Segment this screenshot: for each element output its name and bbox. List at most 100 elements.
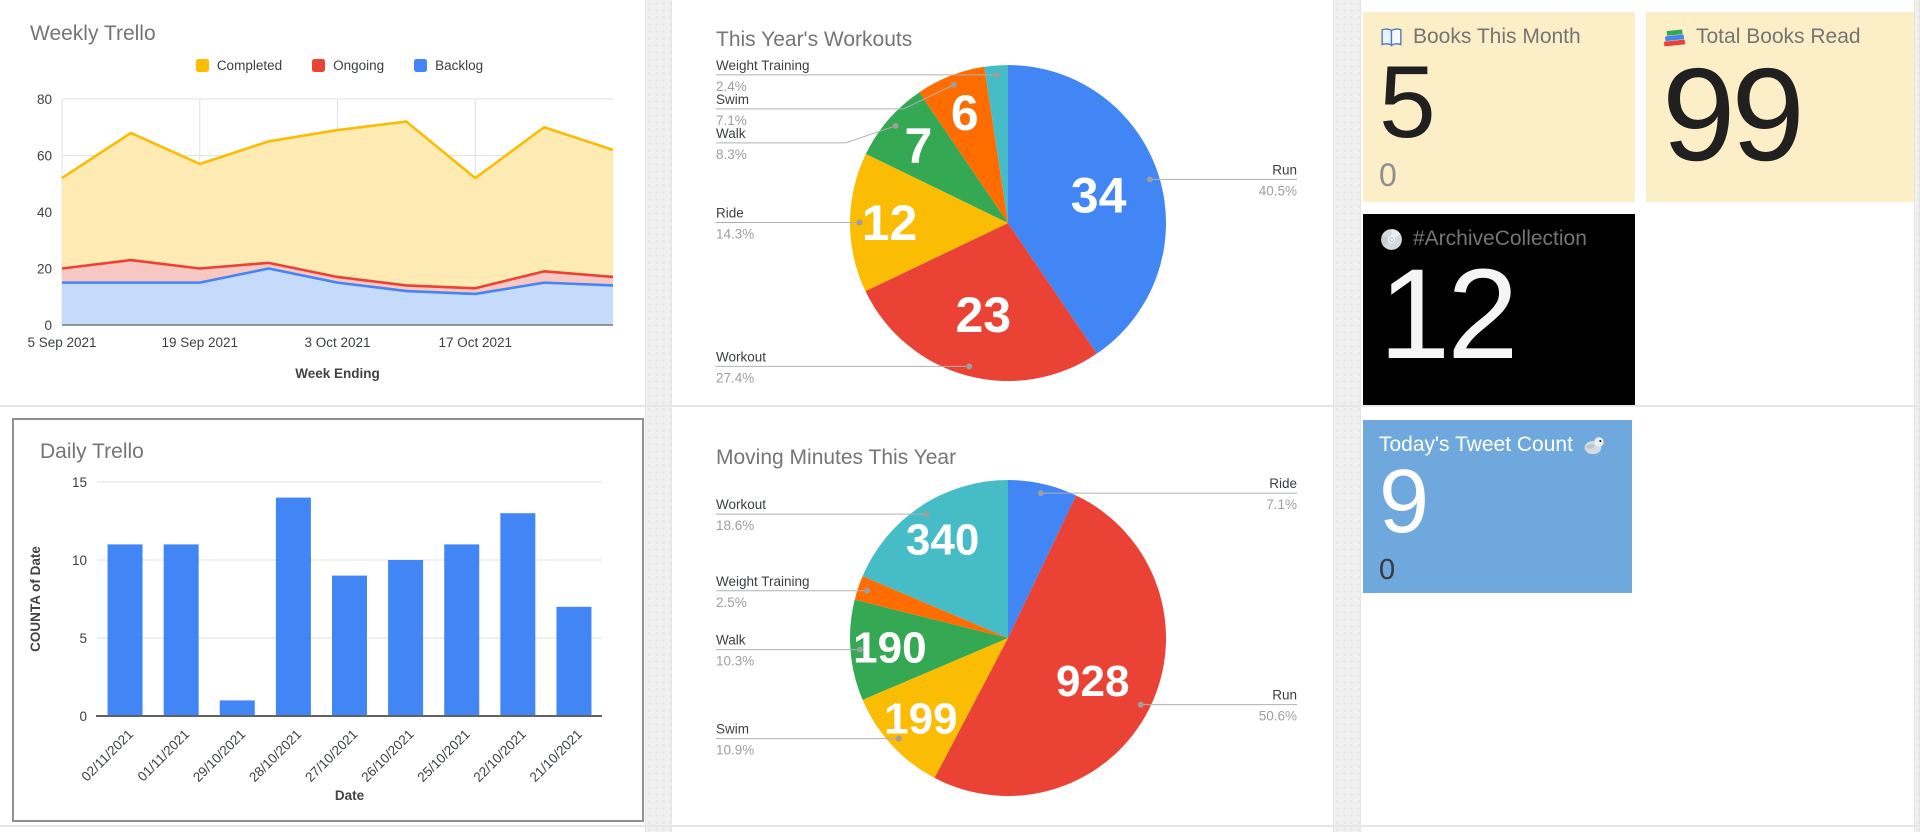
pie-value-label: 199 <box>884 695 957 744</box>
pie-slice-name-label: Swim <box>716 722 749 737</box>
weekly-trello-chart[interactable]: Weekly Trello Completed Ongoing Backlog 0 2… <box>0 0 645 406</box>
pie-slice-name-label: Ride <box>1269 476 1297 491</box>
leader-dot <box>892 122 899 129</box>
x-tick-label: 25/10/2021 <box>414 727 472 785</box>
pie-slice-swim[interactable] <box>919 66 1008 223</box>
pie-slice-pct-label: 27.4% <box>716 370 754 385</box>
x-tick-label: 3 Oct 2021 <box>304 335 370 350</box>
x-tick-label: 02/11/2021 <box>78 727 136 785</box>
pie-value-label: 12 <box>862 195 918 251</box>
bar-chart-plot: 0 5 10 15 02/11/202101/11/202129/10/202128/1… <box>28 475 602 803</box>
leader-dot <box>923 511 930 518</box>
pie-slice-pct-label: 14.3% <box>716 227 754 242</box>
pie-slice-walk[interactable] <box>865 92 1008 224</box>
pie-slice-name-label: Weight Training <box>716 574 810 589</box>
scorecard-todays-tweet-count[interactable]: Today's Tweet Count 9 0 <box>1363 420 1632 593</box>
y-axis-title: COUNTA of Date <box>28 546 43 652</box>
x-tick-label: 5 Sep 2021 <box>27 335 96 350</box>
y-tick-label: 20 <box>37 262 52 277</box>
pie-slice-pct-label: 18.6% <box>716 518 754 533</box>
pie-slice-weight-training[interactable] <box>984 65 1008 223</box>
chart-title: This Year's Workouts <box>716 28 913 51</box>
pie-slice-pct-label: 50.6% <box>1259 709 1297 724</box>
legend-swatch <box>414 59 428 72</box>
pie-value-label: 23 <box>955 287 1011 343</box>
bar-27/10/2021[interactable] <box>332 575 367 716</box>
label-leader-line <box>716 84 954 110</box>
pie-slice-swim[interactable] <box>862 638 1008 778</box>
moving-minutes-chart[interactable]: Moving Minutes This Year 928 199 190 340 Wor… <box>672 406 1333 827</box>
pie-slice-ride[interactable] <box>850 153 1008 292</box>
scorecard-total-books-read[interactable]: Total Books Read 99 <box>1646 12 1914 202</box>
pie-value-label: 7 <box>904 118 932 174</box>
pie-slice-pct-label: 10.3% <box>716 654 754 669</box>
pie-slice-name-label: Run <box>1272 162 1297 177</box>
x-tick-label: 21/10/2021 <box>527 727 585 785</box>
y-tick-label: 0 <box>44 318 52 333</box>
x-tick-label: 29/10/2021 <box>190 727 248 785</box>
pie-slice-pct-label: 2.5% <box>716 595 747 610</box>
leader-dot <box>1037 490 1044 497</box>
bar-22/10/2021[interactable] <box>500 513 536 716</box>
leader-dot <box>895 735 902 742</box>
open-book-icon <box>1379 25 1404 50</box>
bar-26/10/2021[interactable] <box>388 560 424 716</box>
x-axis-title: Date <box>335 788 365 803</box>
pie-slice-weight-training[interactable] <box>854 576 1008 638</box>
bar-28/10/2021[interactable] <box>275 497 311 716</box>
legend-swatch <box>195 59 209 72</box>
bar-25/10/2021[interactable] <box>444 544 480 716</box>
pie-slice-run[interactable] <box>934 495 1167 797</box>
legend-item-ongoing[interactable]: Ongoing <box>312 58 384 73</box>
pie-slice-run[interactable] <box>1008 65 1166 354</box>
chart-legend: Completed Ongoing Backlog <box>61 58 618 73</box>
scorecard-archive-collection[interactable]: #ArchiveCollection 12 <box>1363 214 1635 405</box>
pie-slice-pct-label: 10.9% <box>716 743 754 758</box>
scorecard-books-this-month[interactable]: Books This Month 5 0 <box>1363 12 1635 202</box>
card-value: 9 <box>1379 452 1429 553</box>
leader-dot <box>856 219 863 226</box>
leader-dot <box>1137 701 1144 708</box>
pie-slice-name-label: Walk <box>716 633 746 648</box>
pie-slice-name-label: Workout <box>716 349 766 364</box>
card-title: Today's Tweet Count <box>1379 433 1573 456</box>
x-tick-label: 01/11/2021 <box>135 727 193 785</box>
bar-02/11/2021[interactable] <box>107 544 143 716</box>
pie-slice-ride[interactable] <box>1008 480 1077 638</box>
card-value: 12 <box>1379 243 1518 387</box>
bar-01/11/2021[interactable] <box>163 544 199 716</box>
pie-slice-name-label: Ride <box>716 206 744 221</box>
row-divider <box>0 825 1920 827</box>
x-tick-label: 17 Oct 2021 <box>438 335 512 350</box>
bird-icon <box>1582 433 1607 458</box>
pie-value-label: 340 <box>906 516 979 565</box>
card-title: Books This Month <box>1413 25 1581 48</box>
daily-trello-chart[interactable]: Daily Trello 0 5 10 15 02/11/2021 01/11/2021 2… <box>12 418 644 822</box>
pie-slice-name-label: Swim <box>716 92 749 107</box>
y-tick-label: 0 <box>79 709 87 724</box>
leader-dot <box>993 71 1000 78</box>
card-sub-value: 0 <box>1379 157 1397 194</box>
pie-slice-workout[interactable] <box>862 480 1008 638</box>
pie-slice-pct-label: 8.3% <box>716 147 747 162</box>
books-icon <box>1662 25 1687 50</box>
card-sub-value: 0 <box>1379 553 1396 586</box>
card-title: #ArchiveCollection <box>1413 227 1587 250</box>
pie-value-label: 6 <box>951 85 979 141</box>
x-tick-label: 28/10/2021 <box>246 727 304 785</box>
pie-slice-walk[interactable] <box>850 599 1008 700</box>
pie-value-label: 190 <box>853 624 926 673</box>
pie-slice-name-label: Run <box>1272 688 1297 703</box>
leader-dot <box>966 363 973 370</box>
label-leader-line <box>716 125 896 144</box>
legend-item-completed[interactable]: Completed <box>195 58 282 73</box>
bar-29/10/2021[interactable] <box>219 700 255 716</box>
pie-slice-workout[interactable] <box>865 223 1097 382</box>
pie-chart-plot: 34 23 12 76 Weight Training 2.4%Swim 7.1%Walk 8… <box>716 58 1297 385</box>
y-tick-label: 60 <box>37 149 52 164</box>
bar-21/10/2021[interactable] <box>556 606 592 716</box>
pie-slice-pct-label: 7.1% <box>716 113 747 128</box>
legend-item-backlog[interactable]: Backlog <box>414 58 483 73</box>
this-years-workouts-chart[interactable]: This Year's Workouts 34 23 12 7 6 Weight Trai… <box>672 0 1333 406</box>
card-value: 99 <box>1662 41 1805 189</box>
